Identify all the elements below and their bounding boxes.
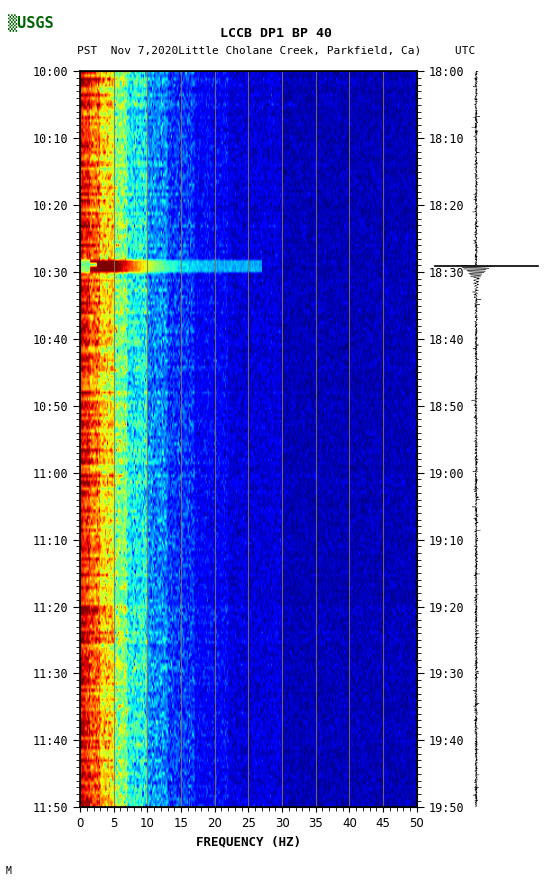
Text: ▒USGS: ▒USGS [8,14,54,32]
X-axis label: FREQUENCY (HZ): FREQUENCY (HZ) [196,836,301,848]
Text: M: M [6,866,12,876]
Text: LCCB DP1 BP 40: LCCB DP1 BP 40 [220,28,332,40]
Text: PST  Nov 7,2020Little Cholane Creek, Parkfield, Ca)     UTC: PST Nov 7,2020Little Cholane Creek, Park… [77,45,475,56]
